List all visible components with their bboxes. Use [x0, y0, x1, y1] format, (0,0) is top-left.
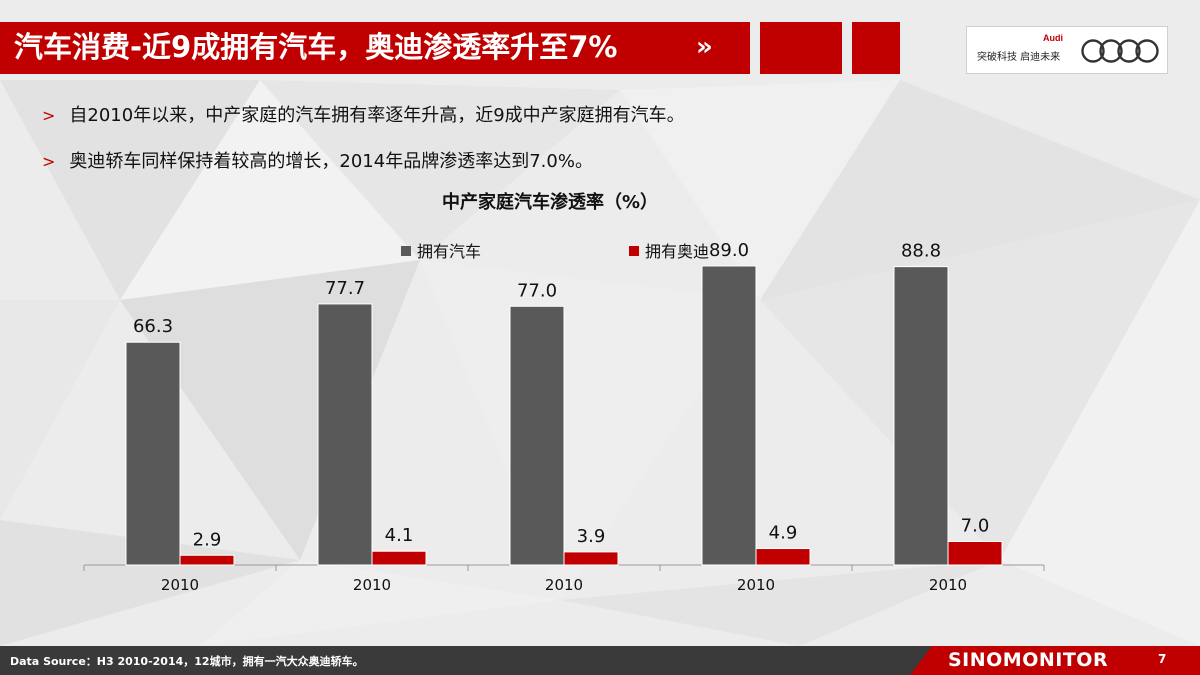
bar-car-ownership	[317, 303, 373, 566]
data-label: 89.0	[709, 240, 749, 261]
data-label: 77.0	[517, 280, 557, 301]
logo-brand-text: Audi	[1043, 33, 1063, 43]
legend-swatch	[401, 245, 411, 256]
double-chevron-right-icon: »	[696, 32, 713, 62]
footer-brand: SINOMONITOR	[948, 649, 1109, 671]
data-label: 77.7	[325, 278, 365, 299]
legend-item-series-2: 拥有奥迪	[629, 238, 709, 262]
bullet-text: 自2010年以来，中产家庭的汽车拥有率逐年升高，近9成中产家庭拥有汽车。	[69, 105, 685, 126]
x-tick-label: 2010	[545, 576, 583, 594]
bar-audi-ownership	[179, 554, 235, 566]
x-tick-label: 2010	[353, 576, 391, 594]
legend-item-series-1: 拥有汽车	[401, 238, 481, 262]
x-tick-label: 2010	[161, 576, 199, 594]
legend-label: 拥有汽车	[417, 242, 482, 261]
title-bar: 汽车消费-近9成拥有汽车，奥迪渗透率升至7% »	[0, 22, 750, 74]
decorative-red-block	[852, 22, 900, 74]
bullet-chevron-icon: >	[42, 106, 56, 125]
bar-chart: 66.3 2.9 2010 77.7 4.1 2010 77.0 3.9 2010 89.0 4.9…	[83, 240, 1045, 594]
data-label: 2.9	[193, 529, 222, 550]
chart-title: 中产家庭汽车渗透率（%）	[441, 192, 659, 213]
footer-red-band	[910, 646, 1200, 675]
logo-slogan: 突破科技 启迪未来	[977, 52, 1061, 63]
data-label: 7.0	[961, 515, 990, 536]
x-tick-label: 2010	[929, 576, 967, 594]
bullet-item: > 自2010年以来，中产家庭的汽车拥有率逐年升高，近9成中产家庭拥有汽车。	[42, 101, 685, 147]
bar-car-ownership	[893, 266, 949, 566]
legend-swatch	[629, 245, 639, 256]
bullet-text: 奥迪轿车同样保持着较高的增长，2014年品牌渗透率达到7.0%。	[69, 151, 593, 172]
bar-audi-ownership	[755, 548, 811, 566]
data-label: 4.9	[769, 523, 798, 544]
audi-rings-icon	[1081, 39, 1159, 63]
bullet-list: > 自2010年以来，中产家庭的汽车拥有率逐年升高，近9成中产家庭拥有汽车。 > 奥…	[42, 101, 685, 193]
x-tick-label: 2010	[737, 576, 775, 594]
page-title: 汽车消费-近9成拥有汽车，奥迪渗透率升至7%	[14, 30, 618, 64]
bar-car-ownership	[701, 265, 757, 566]
audi-logo: Audi 突破科技 启迪未来	[966, 26, 1168, 74]
data-label: 66.3	[133, 316, 173, 337]
data-label: 4.1	[385, 525, 414, 546]
footer: Data Source：H3 2010-2014，12城市，拥有一汽大众奥迪轿车…	[0, 646, 1200, 675]
bar-audi-ownership	[947, 540, 1003, 566]
data-source: Data Source：H3 2010-2014，12城市，拥有一汽大众奥迪轿车…	[10, 655, 364, 668]
bar-car-ownership	[125, 341, 181, 566]
bullet-item: > 奥迪轿车同样保持着较高的增长，2014年品牌渗透率达到7.0%。	[42, 147, 685, 193]
data-label: 3.9	[577, 526, 606, 547]
bar-audi-ownership	[371, 550, 427, 566]
bullet-chevron-icon: >	[42, 152, 56, 171]
data-label: 88.8	[901, 241, 941, 262]
bar-car-ownership	[509, 305, 565, 566]
bar-audi-ownership	[563, 551, 619, 566]
decorative-red-block	[760, 22, 842, 74]
chart-legend: 拥有汽车 拥有奥迪	[0, 238, 1200, 262]
legend-label: 拥有奥迪	[645, 242, 710, 261]
page-number: 7	[1158, 652, 1167, 666]
